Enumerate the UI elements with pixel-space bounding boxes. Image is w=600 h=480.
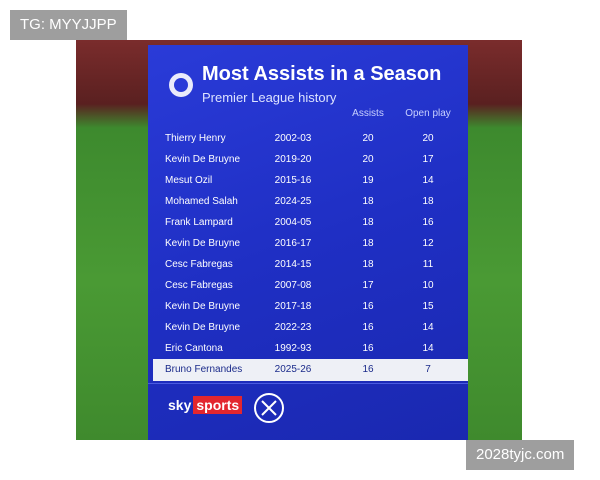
open-play: 17 [422,154,434,165]
assists: 16 [362,301,374,312]
title: Most Assists in a Season [202,63,442,85]
player-name: Cesc Fabregas [165,259,233,270]
assists: 16 [362,364,374,375]
season: 2016-17 [274,238,312,249]
player-name: Frank Lampard [165,217,233,228]
open-play: 20 [422,133,434,144]
assists: 17 [362,280,374,291]
highlight-row [153,359,468,381]
graphic-panel: Most Assists in a Season Premier League … [148,45,468,440]
season: 2007-08 [274,280,312,291]
photo: Most Assists in a Season Premier League … [76,40,522,440]
open-play: 7 [425,364,431,375]
brand: sky [168,397,192,413]
season: 2019-20 [274,154,312,165]
season: 1992-93 [274,343,312,354]
player-name: Mohamed Salah [165,196,238,207]
season: 2004-05 [274,217,312,228]
open-play: 18 [422,196,434,207]
column-header: Assists [352,108,384,119]
brand-sub: sports [193,396,243,414]
season: 2015-16 [274,175,312,186]
assists: 20 [362,133,374,144]
open-play: 14 [422,322,434,333]
player-name: Kevin De Bruyne [165,238,241,249]
open-play: 11 [422,259,434,270]
open-play: 14 [422,343,434,354]
open-play: 16 [422,217,434,228]
assists: 20 [362,154,374,165]
player-name: Kevin De Bruyne [165,322,241,333]
season: 2022-23 [274,322,312,333]
watermark: TG: MYYJJPP [10,10,127,40]
assists: 18 [362,259,374,270]
season: 2002-03 [274,133,312,144]
open-play: 14 [422,175,434,186]
assists: 19 [362,175,374,186]
league-logo [169,73,193,97]
player-name: Kevin De Bruyne [165,301,241,312]
player-name: Bruno Fernandes [165,364,243,375]
subtitle: Premier League history [202,90,337,105]
player-name: Cesc Fabregas [165,280,233,291]
open-play: 12 [422,238,434,249]
column-header: Open play [405,108,451,119]
open-play: 15 [422,301,434,312]
season: 2025-26 [274,364,312,375]
assists: 18 [362,196,374,207]
player-name: Mesut Ozil [165,175,213,186]
watermark: 2028tyjc.com [466,440,575,470]
assists: 16 [362,343,374,354]
assists: 16 [362,322,374,333]
brand-logo: sky sports [168,396,243,414]
player-name: Kevin De Bruyne [165,154,241,165]
player-name: Thierry Henry [165,133,226,144]
divider [148,383,468,384]
season: 2024-25 [274,196,312,207]
open-play: 10 [422,280,434,291]
assists: 18 [362,238,374,249]
player-name: Eric Cantona [165,343,223,354]
season: 2014-15 [274,259,312,270]
partner-logo [254,393,284,423]
season: 2017-18 [274,301,312,312]
assists: 18 [362,217,374,228]
